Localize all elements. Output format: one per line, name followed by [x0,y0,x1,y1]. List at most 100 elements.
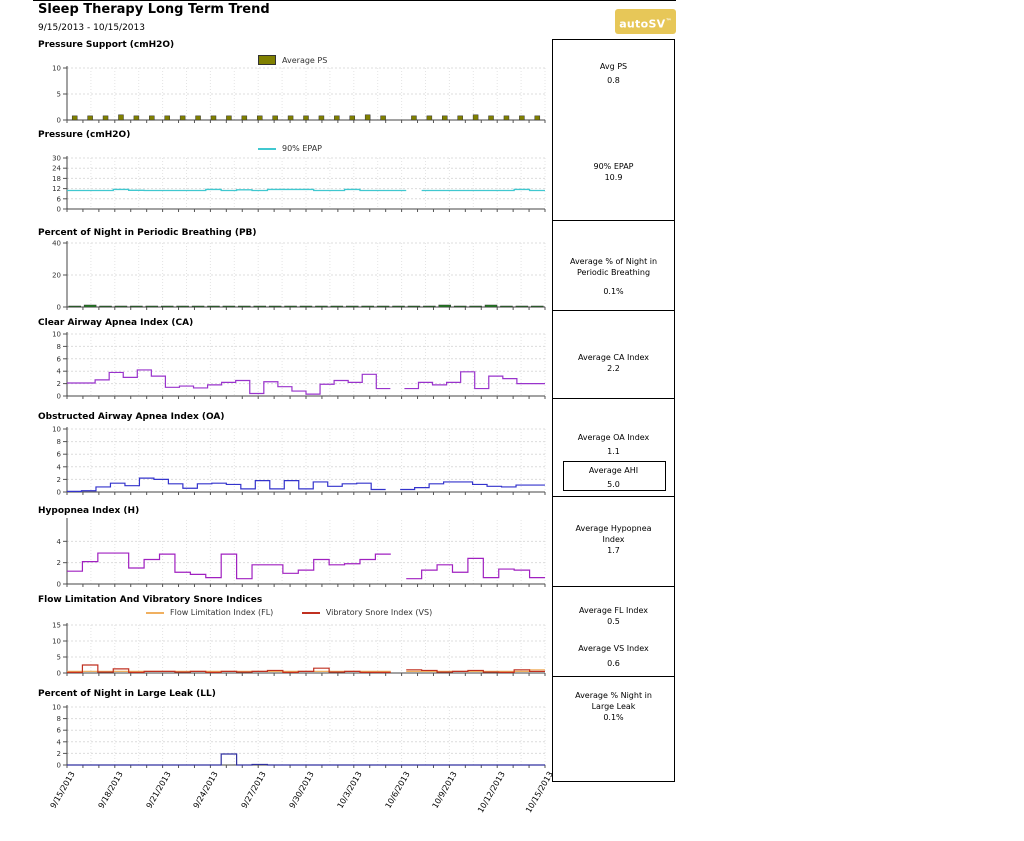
data-bar [179,115,186,121]
y-tick-label: 0 [57,581,61,589]
data-bar [222,305,236,308]
data-bar [210,115,217,121]
y-tick-label: 8 [57,343,61,351]
stats-divider [553,496,674,497]
data-bar [102,115,109,121]
data-bar [515,305,529,308]
stats-divider [553,398,674,399]
legend-swatch-epap [258,147,276,150]
data-bar [118,114,124,121]
legend-label-ps: Average PS [282,55,328,65]
logo-mark: ™ [665,18,672,25]
data-bar [453,305,467,308]
legend-label-vs: Vibratory Snore Index (VS) [325,608,433,617]
y-tick-label: 0 [57,489,61,497]
stats-divider [553,310,674,311]
stat-label: Avg PS [599,62,628,71]
data-step-line [67,753,545,766]
data-bar [99,305,112,308]
data-bar [334,115,340,121]
legend-swatch-fl [146,611,164,614]
data-bar [426,115,433,121]
y-tick-label: 12 [52,185,61,193]
y-tick-label: 20 [52,272,61,280]
stats-panel: Avg PS 0.8 90% EPAP 10.9 Average % of Ni… [552,39,675,782]
data-bar [469,305,482,308]
chart-title-flow-snore: Flow Limitation And Vibratory Snore Indi… [38,595,263,605]
data-bar [457,115,463,121]
legend-average-ps: Average PS [258,55,353,65]
date-range: 9/15/2013 - 10/15/2013 [38,23,145,33]
data-step-line [67,552,545,580]
stats-divider [553,220,674,221]
chart-title-large-leak: Percent of Night in Large Leak (LL) [38,689,216,699]
legend-fl-vs: Flow Limitation Index (FL) Vibratory Sno… [146,608,458,617]
chart-title-obstructed-airway: Obstructed Airway Apnea Index (OA) [38,412,225,422]
data-bar [176,305,189,308]
data-bar [195,115,201,121]
stat-value: 0.1% [603,713,624,722]
stat-avg-ps: Avg PS 0.8 [553,61,674,86]
data-bar [238,305,251,308]
stat-label: Average AHI [588,466,639,475]
data-bar [349,115,356,121]
ahi-box [563,461,666,491]
data-bar [68,305,81,308]
y-tick-label: 0 [57,304,61,312]
data-bar [191,305,205,308]
logo-text: autoSV [619,17,666,31]
data-bar [83,304,97,308]
y-tick-label: 4 [57,463,62,471]
y-tick-label: 10 [52,426,61,434]
data-bar [253,305,266,308]
data-bar [423,305,436,308]
stat-value: 0.8 [607,76,620,85]
data-step-line [67,477,545,492]
data-bar [330,305,344,308]
data-bar [488,115,494,121]
y-tick-label: 2 [57,380,61,388]
stat-label: Average OA Index [577,433,650,442]
stat-label: Average FL Index [578,606,649,615]
stats-divider [553,586,674,587]
y-tick-label: 30 [52,155,61,163]
data-bar [411,115,417,121]
data-bar [149,115,155,121]
stat-vs-index: Average VS Index 0.6 [553,643,674,669]
chart-title-periodic-breathing: Percent of Night in Periodic Breathing (… [38,228,257,238]
chart-title-pressure-support: Pressure Support (cmH2O) [38,40,175,50]
data-bar [268,305,282,308]
stat-label: Average % Night in Large Leak [575,691,652,711]
data-bar [71,115,78,121]
data-bar [500,305,513,308]
legend-label-fl: Flow Limitation Index (FL) [170,608,274,617]
chart-title-pressure: Pressure (cmH2O) [38,130,131,140]
stat-ca-index: Average CA Index 2.2 [553,352,674,374]
data-bar [484,304,498,308]
y-tick-label: 0 [57,393,61,401]
y-tick-label: 10 [52,638,61,646]
data-bar [160,305,174,308]
stat-label: Average CA Index [577,353,650,362]
data-bar [318,115,325,121]
stat-label: Average Hypopnea Index [575,524,652,544]
stat-label: Average % of Night in Periodic Breathing [569,257,658,277]
stat-large-leak: Average % Night in Large Leak 0.1% [553,690,674,723]
stats-divider [553,676,674,677]
y-tick-label: 4 [57,738,62,746]
stat-periodic-breathing: Average % of Night in Periodic Breathing… [553,256,674,297]
legend-label-epap: 90% EPAP [282,144,322,153]
data-bar [164,115,170,121]
data-bar [241,115,248,121]
data-bar [361,305,374,308]
data-bar [407,305,421,308]
stat-epap: 90% EPAP 10.9 [553,161,674,183]
data-bar [303,115,309,121]
data-bar [133,115,140,121]
data-bar [145,305,159,308]
y-tick-label: 6 [57,355,62,363]
data-bar [519,115,525,121]
stat-value: 10.9 [604,173,623,182]
stat-value: 0.5 [607,617,620,626]
data-step-line [67,664,545,673]
